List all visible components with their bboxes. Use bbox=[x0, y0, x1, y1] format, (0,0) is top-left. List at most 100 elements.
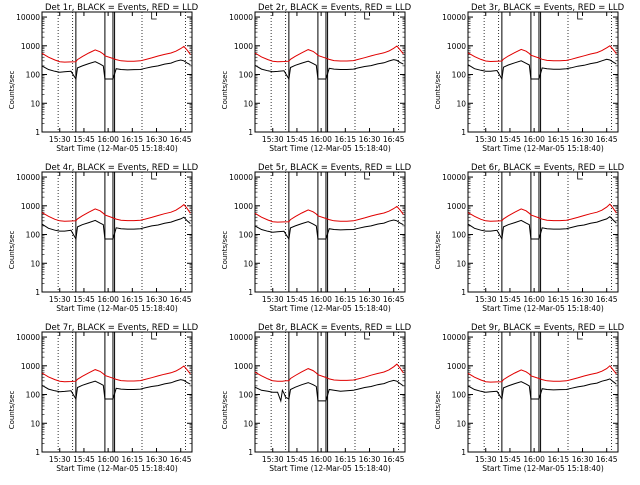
y-tick-label: 1000 bbox=[447, 362, 466, 371]
series-line-lld bbox=[41, 365, 191, 383]
panel-det-5: Det 5r, BLACK = Events, RED = LLD 1 10 100 1… bbox=[221, 163, 412, 313]
y-tick-label: 1 bbox=[35, 288, 40, 297]
x-axis-label: Start Time (12-Mar-05 15:18:40) bbox=[269, 304, 391, 313]
x-axis-label: Start Time (12-Mar-05 15:18:40) bbox=[56, 144, 178, 153]
panel-title: Det 4r, BLACK = Events, RED = LLD bbox=[45, 163, 199, 173]
x-tick-label: 15:45 bbox=[73, 455, 95, 464]
y-tick-label: 100 bbox=[26, 71, 41, 80]
x-tick-label: 15:45 bbox=[499, 135, 521, 144]
x-tick-label: 15:30 bbox=[49, 135, 71, 144]
y-tick-label: 100 bbox=[452, 391, 467, 400]
series-line-events bbox=[41, 59, 191, 81]
panel-title: Det 5r, BLACK = Events, RED = LLD bbox=[258, 163, 412, 173]
plot-frame bbox=[254, 11, 406, 133]
y-axis-label: Counts/sec bbox=[434, 71, 442, 110]
x-tick-label: 16:15 bbox=[335, 295, 357, 304]
y-axis-label: Counts/sec bbox=[8, 391, 16, 430]
plot-frame bbox=[41, 331, 193, 453]
x-tick-label: 16:15 bbox=[122, 295, 144, 304]
x-axis-label: Start Time (12-Mar-05 15:18:40) bbox=[482, 144, 604, 153]
series-line-events bbox=[467, 58, 617, 81]
flag-bracket bbox=[577, 172, 583, 180]
y-tick-label: 10 bbox=[30, 259, 40, 268]
panel-det-6: Det 6r, BLACK = Events, RED = LLD 1 10 100 1… bbox=[434, 163, 625, 313]
y-tick-label: 10000 bbox=[442, 13, 466, 22]
y-tick-label: 1000 bbox=[234, 362, 253, 371]
y-tick-label: 10 bbox=[456, 419, 466, 428]
panel-title: Det 3r, BLACK = Events, RED = LLD bbox=[471, 3, 625, 13]
x-axis-label: Start Time (12-Mar-05 15:18:40) bbox=[482, 304, 604, 313]
y-tick-label: 10000 bbox=[229, 333, 253, 342]
y-tick-label: 1000 bbox=[21, 42, 40, 51]
x-tick-label: 16:45 bbox=[170, 295, 192, 304]
series-line-lld bbox=[41, 45, 191, 63]
x-tick-label: 16:45 bbox=[596, 135, 618, 144]
y-axis-label: Counts/sec bbox=[221, 231, 229, 270]
x-tick-label: 16:30 bbox=[146, 455, 168, 464]
panel-det-2: Det 2r, BLACK = Events, RED = LLD 1 10 100 1… bbox=[221, 3, 412, 153]
panel-title: Det 8r, BLACK = Events, RED = LLD bbox=[258, 323, 412, 333]
y-axis-label: Counts/sec bbox=[434, 391, 442, 430]
series-line-events bbox=[467, 215, 617, 241]
series-line-lld bbox=[41, 203, 191, 222]
x-tick-label: 15:30 bbox=[262, 295, 284, 304]
y-tick-label: 1 bbox=[35, 448, 40, 457]
y-tick-label: 10 bbox=[243, 99, 253, 108]
y-tick-label: 1 bbox=[35, 128, 40, 137]
x-tick-label: 15:30 bbox=[262, 455, 284, 464]
x-tick-label: 16:30 bbox=[572, 295, 594, 304]
y-tick-label: 10000 bbox=[229, 13, 253, 22]
x-tick-label: 16:30 bbox=[359, 295, 381, 304]
y-axis-label: Counts/sec bbox=[221, 391, 229, 430]
y-tick-label: 10000 bbox=[16, 13, 40, 22]
y-tick-label: 100 bbox=[26, 391, 41, 400]
y-tick-label: 10000 bbox=[16, 333, 40, 342]
series-line-events bbox=[254, 379, 404, 403]
y-tick-label: 10 bbox=[30, 99, 40, 108]
x-tick-label: 15:30 bbox=[49, 295, 71, 304]
x-tick-label: 15:45 bbox=[73, 135, 95, 144]
series-line-lld bbox=[254, 205, 404, 223]
x-tick-label: 15:45 bbox=[499, 455, 521, 464]
x-tick-label: 16:45 bbox=[170, 455, 192, 464]
panel-title: Det 1r, BLACK = Events, RED = LLD bbox=[45, 3, 199, 13]
series-line-events bbox=[254, 59, 404, 81]
y-tick-label: 1 bbox=[248, 288, 253, 297]
panel-title: Det 7r, BLACK = Events, RED = LLD bbox=[45, 323, 199, 333]
x-tick-label: 15:30 bbox=[475, 135, 497, 144]
x-tick-label: 16:00 bbox=[523, 135, 545, 144]
series-line-lld bbox=[254, 363, 404, 382]
x-tick-label: 15:45 bbox=[73, 295, 95, 304]
x-tick-label: 16:45 bbox=[596, 455, 618, 464]
y-tick-label: 100 bbox=[239, 71, 254, 80]
panel-title: Det 2r, BLACK = Events, RED = LLD bbox=[258, 3, 412, 13]
x-tick-label: 16:15 bbox=[335, 455, 357, 464]
x-tick-label: 16:00 bbox=[523, 295, 545, 304]
x-tick-label: 16:15 bbox=[548, 455, 570, 464]
y-tick-label: 1000 bbox=[447, 42, 466, 51]
flag-bracket bbox=[151, 332, 157, 340]
x-tick-label: 16:00 bbox=[523, 455, 545, 464]
series-line-events bbox=[254, 219, 404, 241]
x-axis-label: Start Time (12-Mar-05 15:18:40) bbox=[56, 464, 178, 473]
x-tick-label: 16:30 bbox=[146, 295, 168, 304]
x-tick-label: 16:15 bbox=[122, 135, 144, 144]
y-tick-label: 1000 bbox=[234, 42, 253, 51]
x-tick-label: 16:00 bbox=[310, 455, 332, 464]
y-tick-label: 1000 bbox=[21, 202, 40, 211]
flag-bracket bbox=[364, 12, 370, 20]
x-tick-label: 16:00 bbox=[97, 135, 119, 144]
panel-title: Det 6r, BLACK = Events, RED = LLD bbox=[471, 163, 625, 173]
x-tick-label: 16:45 bbox=[383, 455, 405, 464]
flag-bracket bbox=[151, 172, 157, 180]
x-tick-label: 16:15 bbox=[548, 295, 570, 304]
series-line-lld bbox=[467, 203, 617, 222]
y-tick-label: 100 bbox=[26, 231, 41, 240]
x-axis-label: Start Time (12-Mar-05 15:18:40) bbox=[269, 144, 391, 153]
panel-det-1: Det 1r, BLACK = Events, RED = LLD 1 10 100 1… bbox=[8, 3, 199, 153]
x-tick-label: 16:45 bbox=[383, 295, 405, 304]
x-tick-label: 15:45 bbox=[286, 135, 308, 144]
x-tick-label: 16:15 bbox=[122, 455, 144, 464]
x-tick-label: 16:30 bbox=[572, 135, 594, 144]
